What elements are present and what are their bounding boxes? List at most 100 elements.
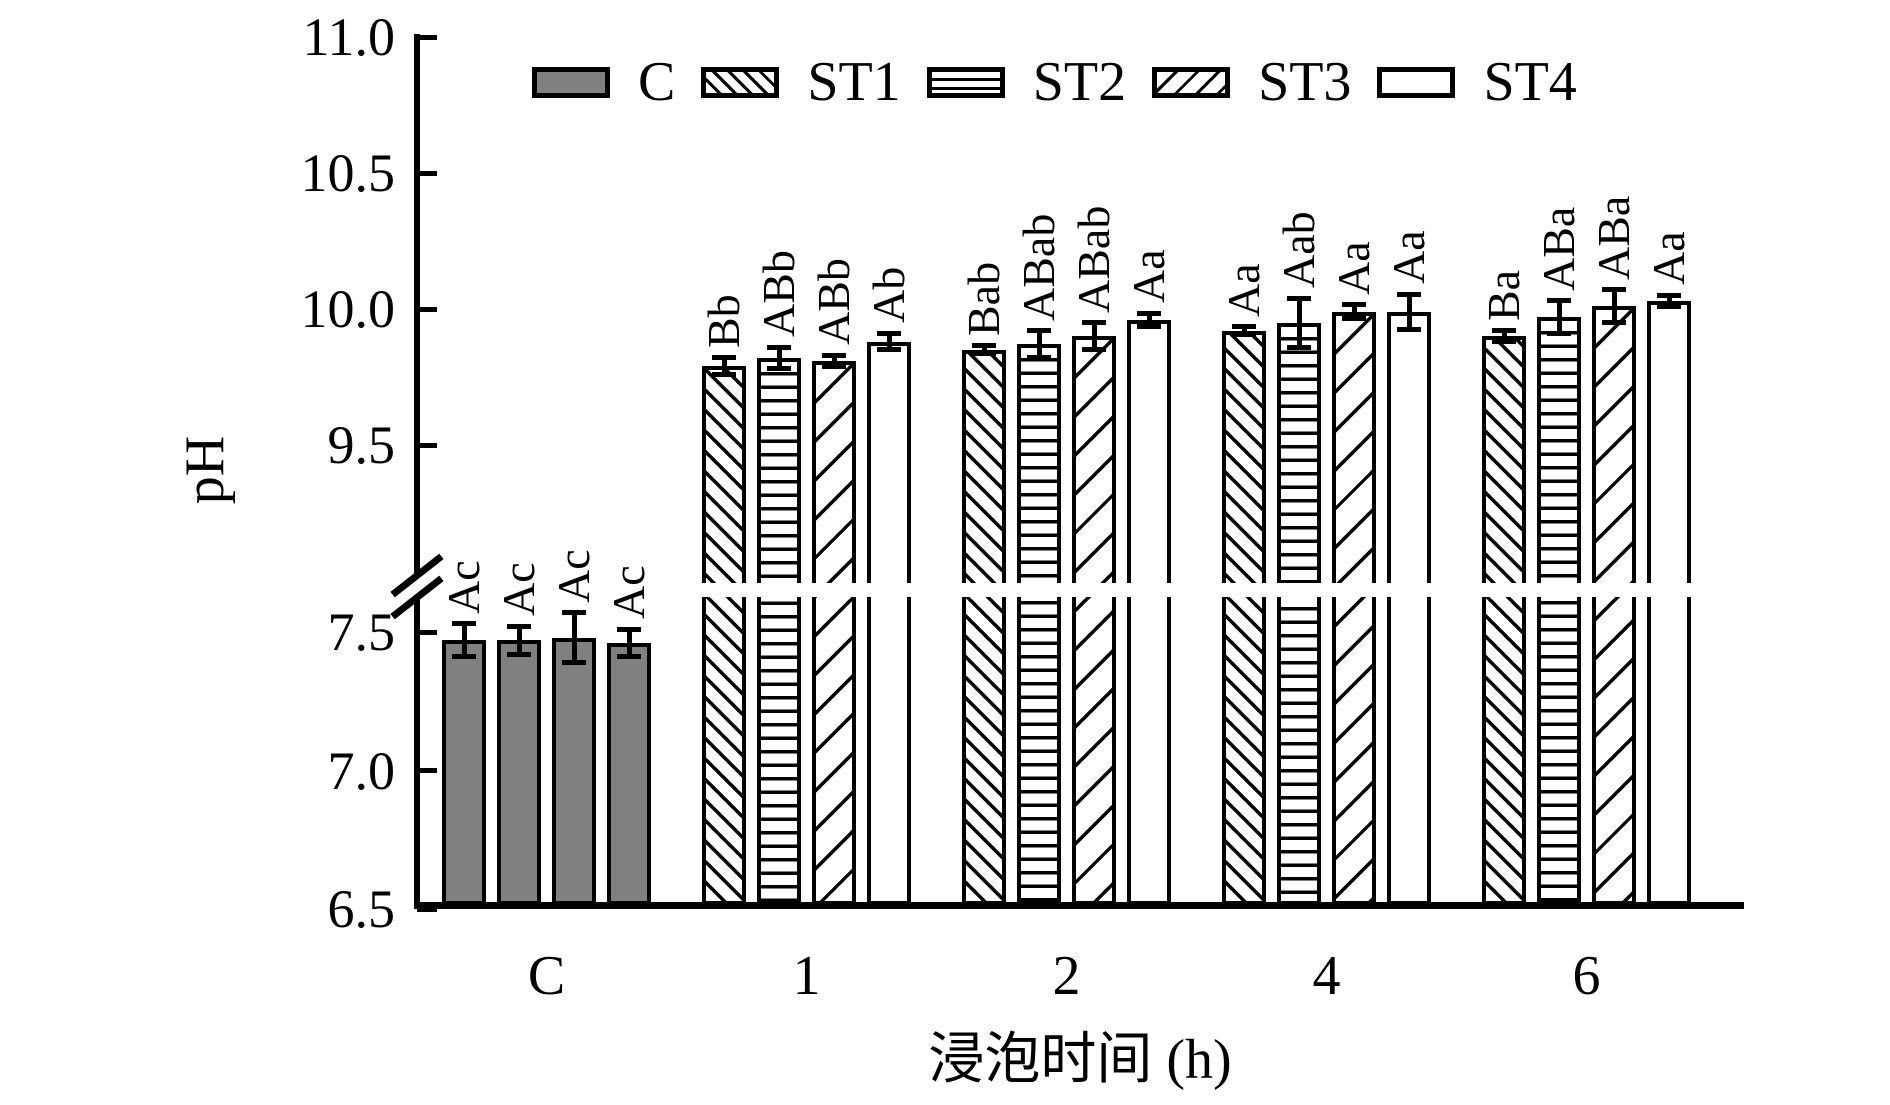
error-bar-cap-top bbox=[1027, 328, 1051, 334]
bar-ST2-4 bbox=[1277, 322, 1321, 905]
significance-label: Ac bbox=[493, 562, 544, 617]
significance-label: Aa bbox=[1643, 231, 1694, 286]
significance-label: Ba bbox=[1478, 269, 1529, 321]
bar-C-C bbox=[607, 643, 651, 905]
error-bar-line bbox=[626, 629, 632, 657]
bar-ST2-1 bbox=[757, 357, 801, 905]
error-bar-cap-bottom bbox=[1397, 326, 1421, 332]
y-tick bbox=[417, 442, 437, 448]
error-bar-cap-top bbox=[617, 626, 641, 632]
legend-label-ST3: ST3 bbox=[1258, 51, 1352, 113]
y-tick bbox=[417, 34, 437, 40]
error-bar-line bbox=[1611, 289, 1617, 323]
significance-label: ABab bbox=[1068, 205, 1119, 313]
legend-swatch-ST3 bbox=[1152, 66, 1231, 98]
legend-swatch-C bbox=[532, 66, 610, 98]
y-tick bbox=[417, 170, 437, 176]
error-bar-line bbox=[1501, 330, 1507, 342]
legend-item-C: C bbox=[532, 54, 675, 110]
x-category-label: 4 bbox=[1312, 945, 1341, 1007]
legend-item-ST3: ST3 bbox=[1152, 54, 1351, 110]
legend-swatch-ST4 bbox=[1377, 66, 1456, 98]
error-bar-line bbox=[1556, 300, 1562, 334]
y-axis-line-upper bbox=[414, 34, 420, 573]
y-axis-title: pH bbox=[174, 435, 236, 505]
error-bar-line bbox=[1146, 313, 1152, 327]
error-bar-line bbox=[776, 347, 782, 369]
error-bar-cap-bottom bbox=[767, 366, 791, 372]
bar-C-C bbox=[497, 640, 541, 905]
bar-ST2-2 bbox=[1017, 344, 1061, 905]
error-bar-cap-bottom bbox=[1082, 347, 1106, 353]
legend-item-ST1: ST1 bbox=[701, 51, 901, 113]
error-bar-cap-top bbox=[822, 352, 846, 358]
error-bar-cap-bottom bbox=[1657, 303, 1681, 309]
bar-ST3-2 bbox=[1072, 336, 1116, 905]
error-bar-cap-bottom bbox=[822, 363, 846, 369]
bar-ST1-4 bbox=[1222, 330, 1266, 905]
error-bar-cap-top bbox=[1232, 324, 1256, 330]
y-tick-label: 10.0 bbox=[300, 279, 396, 339]
error-bar-cap-top bbox=[562, 610, 586, 616]
significance-label: Bab bbox=[958, 261, 1009, 336]
error-bar-cap-bottom bbox=[1547, 330, 1571, 336]
significance-label: Ac bbox=[603, 565, 654, 620]
significance-label: Ac bbox=[548, 548, 599, 603]
error-bar-cap-top bbox=[1082, 320, 1106, 326]
significance-label: ABb bbox=[753, 250, 804, 338]
bar-ST4-1 bbox=[867, 341, 911, 905]
error-bar-cap-bottom bbox=[1027, 355, 1051, 361]
significance-label: Aab bbox=[1273, 211, 1324, 289]
error-bar-cap-top bbox=[1137, 310, 1161, 316]
significance-label: Ab bbox=[863, 267, 914, 324]
error-bar-cap-bottom bbox=[1287, 344, 1311, 350]
legend-item-ST2: ST2 bbox=[926, 51, 1127, 113]
legend-label-C: C bbox=[638, 51, 676, 113]
error-bar-cap-bottom bbox=[1342, 316, 1366, 322]
y-tick-label: 7.5 bbox=[327, 602, 396, 662]
error-bar-cap-top bbox=[452, 621, 476, 627]
error-bar-cap-bottom bbox=[452, 654, 476, 660]
error-bar-cap-top bbox=[507, 623, 531, 629]
y-tick-label: 6.5 bbox=[327, 879, 396, 939]
bar-ST3-4 bbox=[1332, 311, 1376, 905]
error-bar-cap-bottom bbox=[507, 651, 531, 657]
legend-swatch-ST2 bbox=[926, 66, 1005, 98]
error-bar-cap-top bbox=[1397, 291, 1421, 297]
bar-C-C bbox=[442, 640, 486, 905]
error-bar-cap-top bbox=[1287, 295, 1311, 301]
bar-ST1-1 bbox=[702, 366, 746, 905]
y-tick-label: 9.5 bbox=[327, 415, 396, 475]
legend-item-ST4: ST4 bbox=[1377, 51, 1577, 113]
significance-label: Bb bbox=[698, 294, 749, 348]
significance-label: Ac bbox=[438, 560, 489, 614]
error-bar-line bbox=[886, 333, 892, 350]
error-bar-line bbox=[1036, 330, 1042, 358]
bar-ST3-1 bbox=[812, 360, 856, 905]
error-bar-line bbox=[571, 612, 577, 663]
y-tick bbox=[417, 629, 437, 635]
legend-label-ST1: ST1 bbox=[807, 51, 901, 113]
error-bar-line bbox=[721, 357, 727, 375]
x-category-label: 1 bbox=[792, 945, 821, 1007]
x-axis-title: 浸泡时间 (h) bbox=[928, 1029, 1232, 1091]
legend-label-ST2: ST2 bbox=[1032, 51, 1127, 113]
significance-label: Aa bbox=[1328, 241, 1379, 295]
bar-ST2-6 bbox=[1537, 317, 1581, 905]
y-tick-label: 11.0 bbox=[302, 7, 396, 67]
error-bar-cap-top bbox=[1492, 328, 1516, 334]
error-bar-cap-top bbox=[1342, 302, 1366, 308]
bar-ST4-2 bbox=[1127, 319, 1171, 905]
error-bar-cap-bottom bbox=[972, 351, 996, 357]
error-bar-cap-bottom bbox=[1232, 332, 1256, 338]
legend-label-ST4: ST4 bbox=[1483, 51, 1577, 113]
y-tick-label: 7.0 bbox=[327, 740, 396, 801]
bar-ST4-6 bbox=[1647, 300, 1691, 905]
bar-C-C bbox=[552, 637, 596, 905]
significance-label: Aa bbox=[1218, 263, 1269, 317]
error-bar-cap-bottom bbox=[1137, 324, 1161, 330]
error-bar-cap-bottom bbox=[1492, 339, 1516, 345]
bar-ST4-4 bbox=[1387, 311, 1431, 905]
error-bar-cap-top bbox=[1547, 298, 1571, 304]
error-bar-cap-top bbox=[1657, 292, 1681, 298]
